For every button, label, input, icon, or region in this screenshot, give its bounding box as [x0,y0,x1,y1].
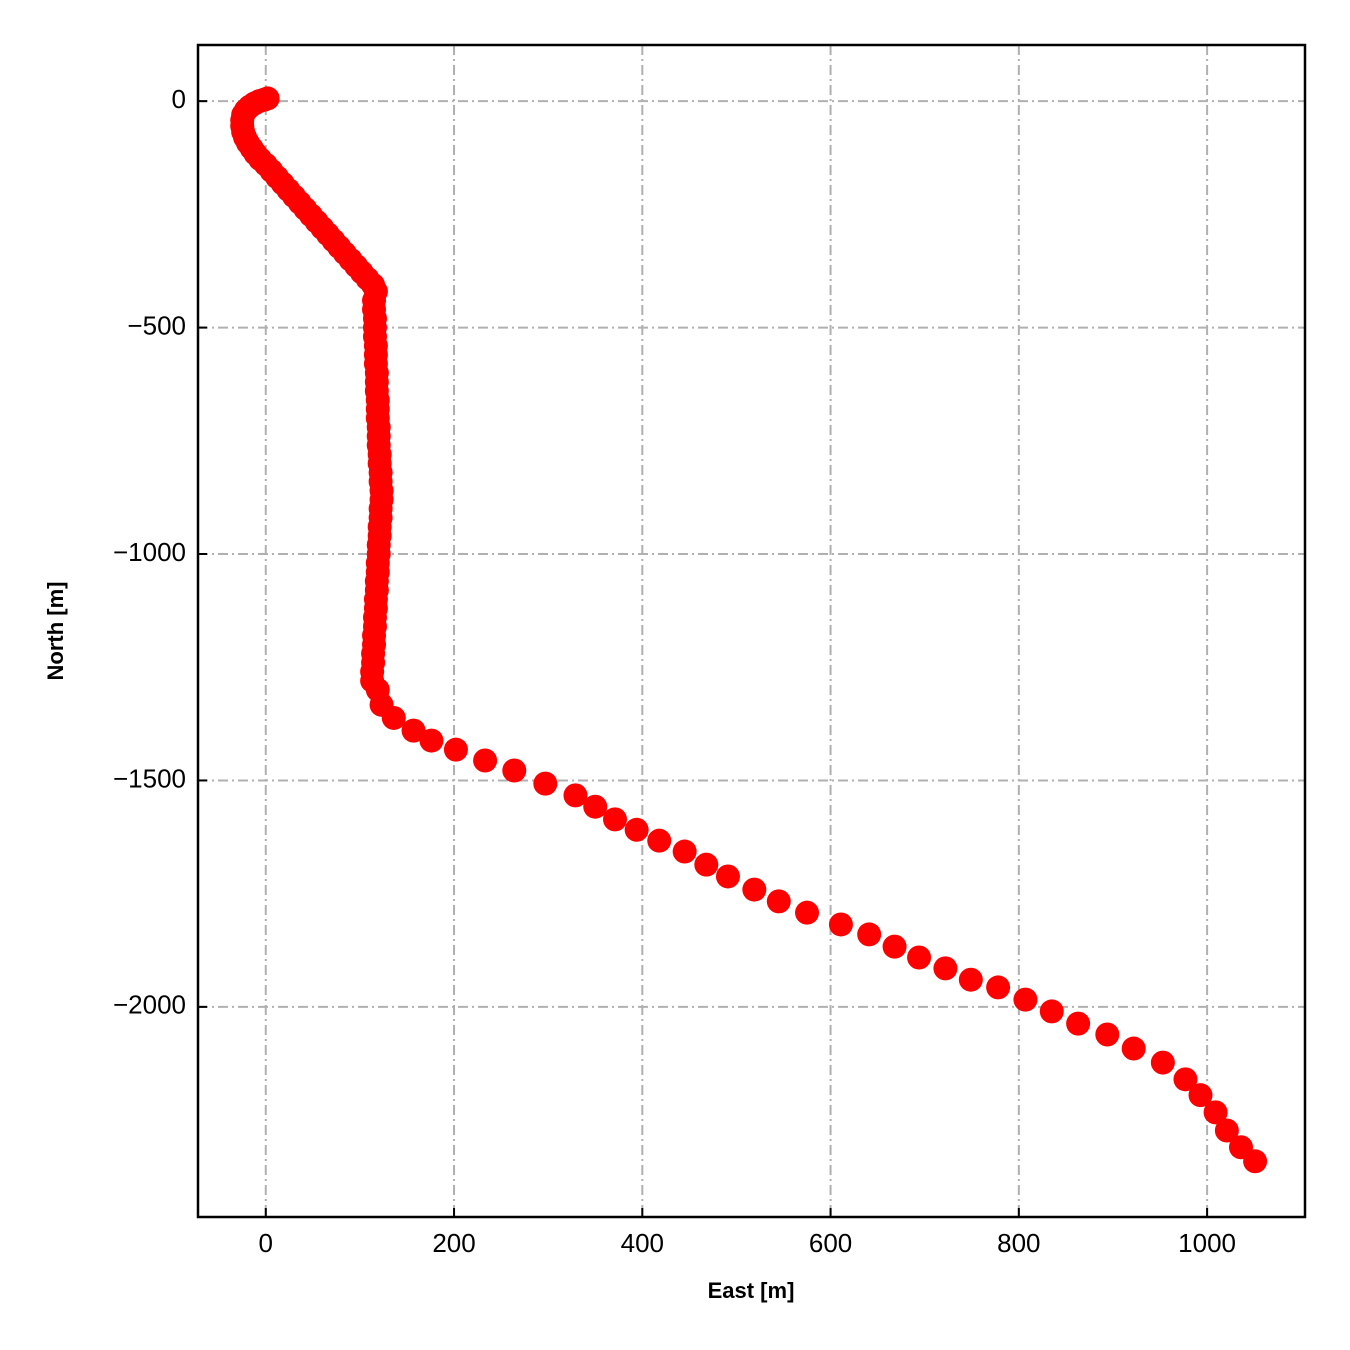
point [502,758,527,783]
y-tick-label: −1000 [113,537,186,567]
y-tick-label: −500 [127,310,186,340]
point [1066,1011,1091,1036]
point [694,852,719,877]
y-tick-label: −2000 [113,990,186,1020]
x-tick-label: 600 [809,1228,852,1258]
point [381,705,406,730]
point [1173,1067,1198,1092]
point [443,737,468,762]
point [1243,1149,1268,1174]
x-tick-label: 400 [621,1228,664,1258]
point [1095,1022,1120,1047]
point [1121,1036,1146,1061]
y-tick-label: −1500 [113,763,186,793]
point [1188,1083,1213,1108]
point [986,975,1011,1000]
x-tick-label: 200 [432,1228,475,1258]
point [766,889,791,914]
x-tick-label: 0 [259,1228,273,1258]
point [795,900,820,925]
point [401,718,426,743]
point [1039,999,1064,1024]
point [473,748,498,773]
plot-frame [196,43,1307,1219]
y-tick-label: 0 [172,84,186,114]
point [583,794,608,819]
point [933,956,958,981]
point [1203,1100,1228,1125]
point [882,934,907,959]
point [647,828,672,853]
x-axis-title: East [m] [708,1278,795,1303]
point [742,877,767,902]
point [907,945,932,970]
point [1013,987,1038,1012]
x-tick-label: 800 [997,1228,1040,1258]
point [672,839,697,864]
point [533,771,558,796]
point [1214,1118,1239,1143]
point [1150,1050,1175,1075]
y-axis-title: North [m] [43,582,68,681]
point [715,864,740,889]
point [857,922,882,947]
point [603,807,628,832]
point [419,728,444,753]
point [563,783,588,808]
point [624,817,649,842]
point [958,967,983,992]
x-tick-label: 1000 [1178,1228,1236,1258]
point [828,912,853,937]
